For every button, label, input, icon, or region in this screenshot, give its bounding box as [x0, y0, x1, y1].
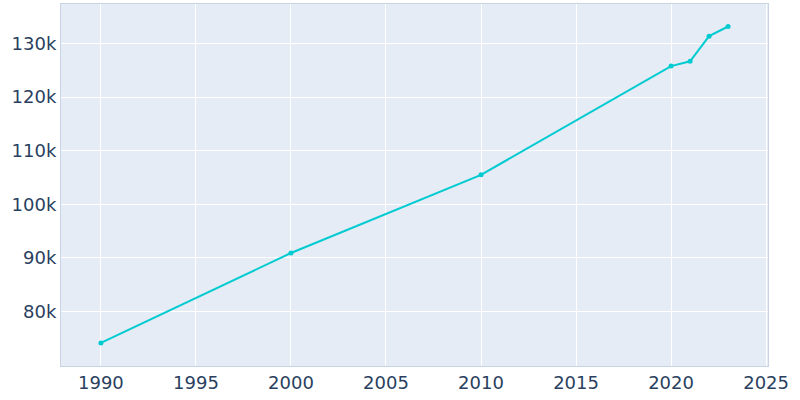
svg-text:1990: 1990 [78, 372, 124, 393]
svg-text:1995: 1995 [173, 372, 219, 393]
svg-text:2000: 2000 [268, 372, 314, 393]
svg-text:80k: 80k [23, 301, 57, 322]
svg-text:110k: 110k [12, 140, 57, 161]
svg-text:2010: 2010 [458, 372, 504, 393]
svg-text:2020: 2020 [648, 372, 694, 393]
svg-text:120k: 120k [12, 86, 57, 107]
svg-text:90k: 90k [23, 247, 57, 268]
svg-text:2005: 2005 [363, 372, 409, 393]
svg-text:130k: 130k [12, 33, 57, 54]
svg-text:100k: 100k [12, 194, 57, 215]
svg-text:2015: 2015 [553, 372, 599, 393]
svg-text:2025: 2025 [743, 372, 789, 393]
